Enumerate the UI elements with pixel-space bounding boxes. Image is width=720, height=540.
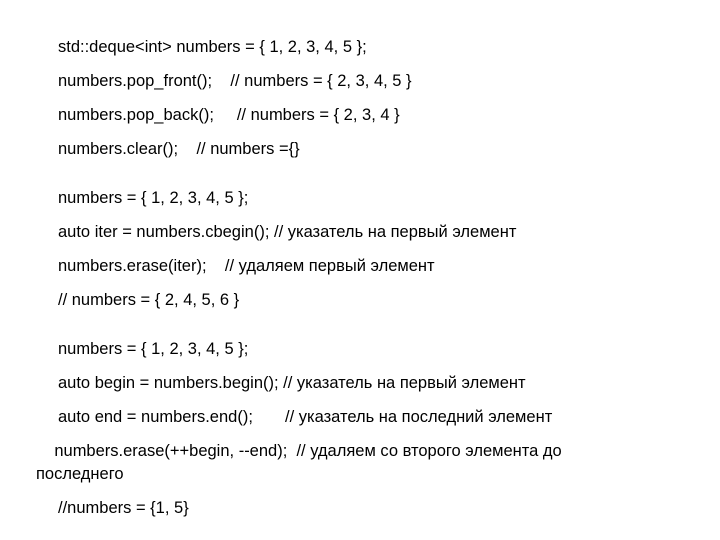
code-line: numbers.clear(); // numbers ={} [36, 140, 684, 159]
code-line: numbers.pop_front(); // numbers = { 2, 3… [36, 72, 684, 91]
code-line: auto end = numbers.end(); // указатель н… [36, 408, 684, 427]
code-line-wrapped-cont: последнего [36, 465, 684, 484]
code-line: std::deque<int> numbers = { 1, 2, 3, 4, … [36, 38, 684, 57]
blank-line [36, 325, 684, 340]
code-line: numbers = { 1, 2, 3, 4, 5 }; [36, 340, 684, 359]
code-slide: std::deque<int> numbers = { 1, 2, 3, 4, … [0, 0, 720, 540]
code-line: // numbers = { 2, 4, 5, 6 } [36, 291, 684, 310]
code-line: //numbers = {1, 5} [36, 499, 684, 518]
blank-line [36, 174, 684, 189]
code-line-wrapped: numbers.erase(++begin, --end); // удаляе… [36, 442, 684, 461]
code-line: numbers = { 1, 2, 3, 4, 5 }; [36, 189, 684, 208]
code-line: numbers.pop_back(); // numbers = { 2, 3,… [36, 106, 684, 125]
code-line: numbers.erase(iter); // удаляем первый э… [36, 257, 684, 276]
code-line: auto begin = numbers.begin(); // указате… [36, 374, 684, 393]
code-line: auto iter = numbers.cbegin(); // указате… [36, 223, 684, 242]
